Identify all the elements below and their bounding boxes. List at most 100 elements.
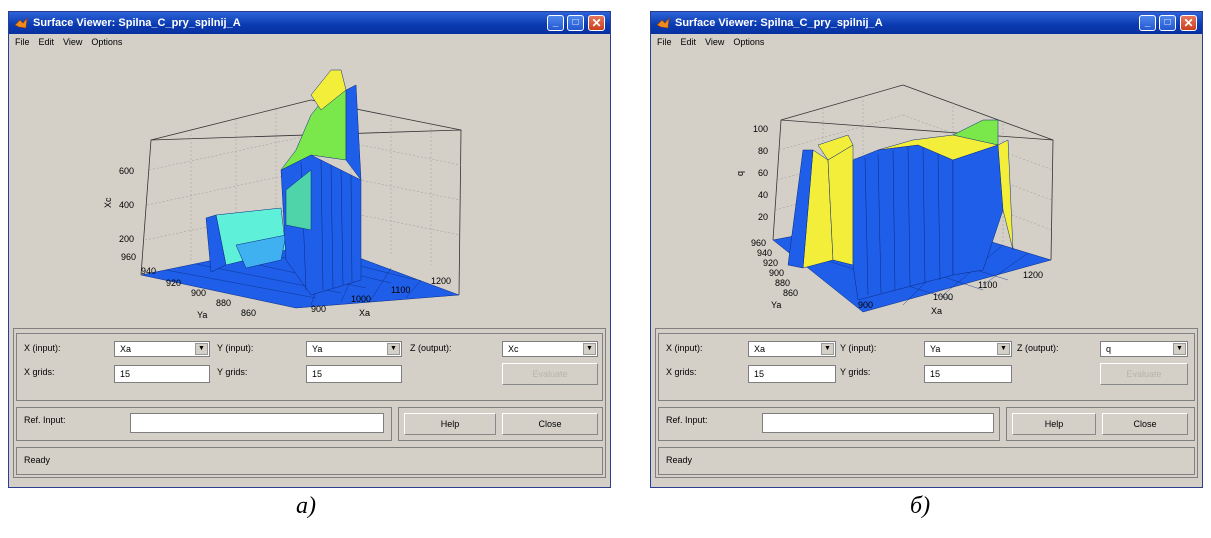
menu-edit[interactable]: Edit bbox=[680, 37, 697, 47]
controls-panel: X (input): Xa ▼ Y (input): Ya ▼ Z (output)… bbox=[655, 328, 1198, 478]
menu-bar: File Edit View Options bbox=[651, 34, 1202, 50]
z-output-select[interactable]: q ▼ bbox=[1100, 341, 1188, 357]
y-input-select[interactable]: Ya ▼ bbox=[924, 341, 1012, 357]
x-tick-label: 1100 bbox=[978, 280, 997, 290]
x-grids-input[interactable]: 15 bbox=[748, 365, 836, 383]
y-tick-label: 860 bbox=[783, 288, 798, 298]
x-axis-label: Xa bbox=[359, 308, 370, 318]
z-tick-label: 600 bbox=[119, 166, 134, 176]
x-tick-label: 1100 bbox=[391, 285, 410, 295]
surface-plot[interactable]: 200 400 600 Xc 960 940 920 900 880 860 Y… bbox=[11, 50, 610, 318]
close-button[interactable]: Close bbox=[1102, 413, 1188, 435]
x-tick-label: 1000 bbox=[351, 294, 371, 304]
maximize-button[interactable]: □ bbox=[567, 15, 584, 31]
caption-a: а) bbox=[296, 493, 316, 519]
z-tick-label: 40 bbox=[758, 190, 768, 200]
maximize-button[interactable]: □ bbox=[1159, 15, 1176, 31]
x-tick-label: 900 bbox=[311, 304, 326, 314]
y-input-select[interactable]: Ya ▼ bbox=[306, 341, 402, 357]
window-title: Surface Viewer: Spilna_C_pry_spilnij_A bbox=[33, 17, 241, 29]
matlab-logo-icon bbox=[14, 17, 28, 29]
x-tick-label: 1200 bbox=[431, 276, 451, 286]
title-bar[interactable]: Surface Viewer: Spilna_C_pry_spilnij_A _… bbox=[9, 12, 610, 34]
minimize-button[interactable]: _ bbox=[547, 15, 564, 31]
status-text: Ready bbox=[666, 455, 693, 465]
ref-input-field[interactable] bbox=[762, 413, 994, 433]
x-grids-input[interactable]: 15 bbox=[114, 365, 210, 383]
x-input-label: X (input): bbox=[666, 343, 703, 353]
y-tick-label: 960 bbox=[121, 252, 136, 262]
close-window-button[interactable]: ✕ bbox=[1180, 15, 1197, 31]
ref-input-label: Ref. Input: bbox=[666, 415, 708, 425]
status-bar bbox=[658, 447, 1195, 475]
y-tick-label: 960 bbox=[751, 238, 766, 248]
menu-options[interactable]: Options bbox=[91, 37, 123, 47]
x-input-label: X (input): bbox=[24, 343, 61, 353]
z-output-value: q bbox=[1106, 344, 1112, 354]
caption-b: б) bbox=[910, 493, 931, 519]
chevron-down-icon: ▼ bbox=[821, 343, 834, 355]
evaluate-button[interactable]: Evaluate bbox=[502, 363, 598, 385]
z-output-select[interactable]: Xc ▼ bbox=[502, 341, 598, 357]
x-tick-label: 1000 bbox=[933, 292, 953, 302]
y-grids-input[interactable]: 15 bbox=[306, 365, 402, 383]
title-bar[interactable]: Surface Viewer: Spilna_C_pry_spilnij_A _… bbox=[651, 12, 1202, 34]
evaluate-button[interactable]: Evaluate bbox=[1100, 363, 1188, 385]
menu-bar: File Edit View Options bbox=[9, 34, 610, 50]
menu-options[interactable]: Options bbox=[733, 37, 765, 47]
z-tick-label: 100 bbox=[753, 124, 768, 134]
surface-viewer-window-b: Surface Viewer: Spilna_C_pry_spilnij_A _… bbox=[650, 11, 1203, 488]
matlab-logo-icon bbox=[656, 17, 670, 29]
x-tick-label: 900 bbox=[858, 300, 873, 310]
input-output-group bbox=[658, 333, 1195, 401]
x-tick-label: 1200 bbox=[1023, 270, 1043, 280]
menu-view[interactable]: View bbox=[705, 37, 725, 47]
chevron-down-icon: ▼ bbox=[997, 343, 1010, 355]
help-button[interactable]: Help bbox=[404, 413, 496, 435]
x-input-select[interactable]: Xa ▼ bbox=[114, 341, 210, 357]
menu-file[interactable]: File bbox=[657, 37, 672, 47]
z-tick-label: 20 bbox=[758, 212, 768, 222]
y-tick-label: 880 bbox=[216, 298, 231, 308]
y-tick-label: 920 bbox=[166, 278, 181, 288]
maximize-icon: □ bbox=[1164, 17, 1171, 28]
y-grids-label: Y grids: bbox=[840, 367, 871, 377]
y-tick-label: 860 bbox=[241, 308, 256, 318]
surface-viewer-window-a: Surface Viewer: Spilna_C_pry_spilnij_A _… bbox=[8, 11, 611, 488]
maximize-icon: □ bbox=[572, 17, 579, 28]
z-tick-label: 400 bbox=[119, 200, 134, 210]
y-tick-label: 900 bbox=[191, 288, 206, 298]
x-input-select[interactable]: Xa ▼ bbox=[748, 341, 836, 357]
z-output-label: Z (output): bbox=[410, 343, 452, 353]
surface-plot-area[interactable]: 20 40 60 80 100 q 960 940 920 900 880 86… bbox=[653, 50, 1200, 318]
buttons-group bbox=[398, 407, 603, 441]
y-input-value: Ya bbox=[312, 344, 323, 354]
buttons-group bbox=[1006, 407, 1195, 441]
ref-input-field[interactable] bbox=[130, 413, 384, 433]
help-button[interactable]: Help bbox=[1012, 413, 1096, 435]
x-grids-label: X grids: bbox=[24, 367, 55, 377]
y-tick-label: 880 bbox=[775, 278, 790, 288]
menu-view[interactable]: View bbox=[63, 37, 83, 47]
x-grids-label: X grids: bbox=[666, 367, 697, 377]
y-axis-label: Ya bbox=[771, 300, 781, 310]
y-grids-input[interactable]: 15 bbox=[924, 365, 1012, 383]
minimize-icon: _ bbox=[1144, 17, 1151, 28]
x-input-value: Xa bbox=[754, 344, 766, 354]
menu-file[interactable]: File bbox=[15, 37, 30, 47]
close-button[interactable]: Close bbox=[502, 413, 598, 435]
close-icon: ✕ bbox=[1183, 16, 1194, 30]
close-window-button[interactable]: ✕ bbox=[588, 15, 605, 31]
z-axis-label: Xc bbox=[103, 197, 113, 208]
surface-plot[interactable]: 20 40 60 80 100 q 960 940 920 900 880 86… bbox=[653, 50, 1202, 318]
minimize-icon: _ bbox=[552, 17, 559, 28]
menu-edit[interactable]: Edit bbox=[38, 37, 55, 47]
chevron-down-icon: ▼ bbox=[195, 343, 208, 355]
close-icon: ✕ bbox=[591, 16, 602, 30]
y-input-value: Ya bbox=[930, 344, 941, 354]
x-axis-label: Xa bbox=[931, 306, 942, 316]
minimize-button[interactable]: _ bbox=[1139, 15, 1156, 31]
chevron-down-icon: ▼ bbox=[387, 343, 400, 355]
surface-plot-area[interactable]: 200 400 600 Xc 960 940 920 900 880 860 Y… bbox=[11, 50, 608, 318]
y-input-label: Y (input): bbox=[840, 343, 877, 353]
